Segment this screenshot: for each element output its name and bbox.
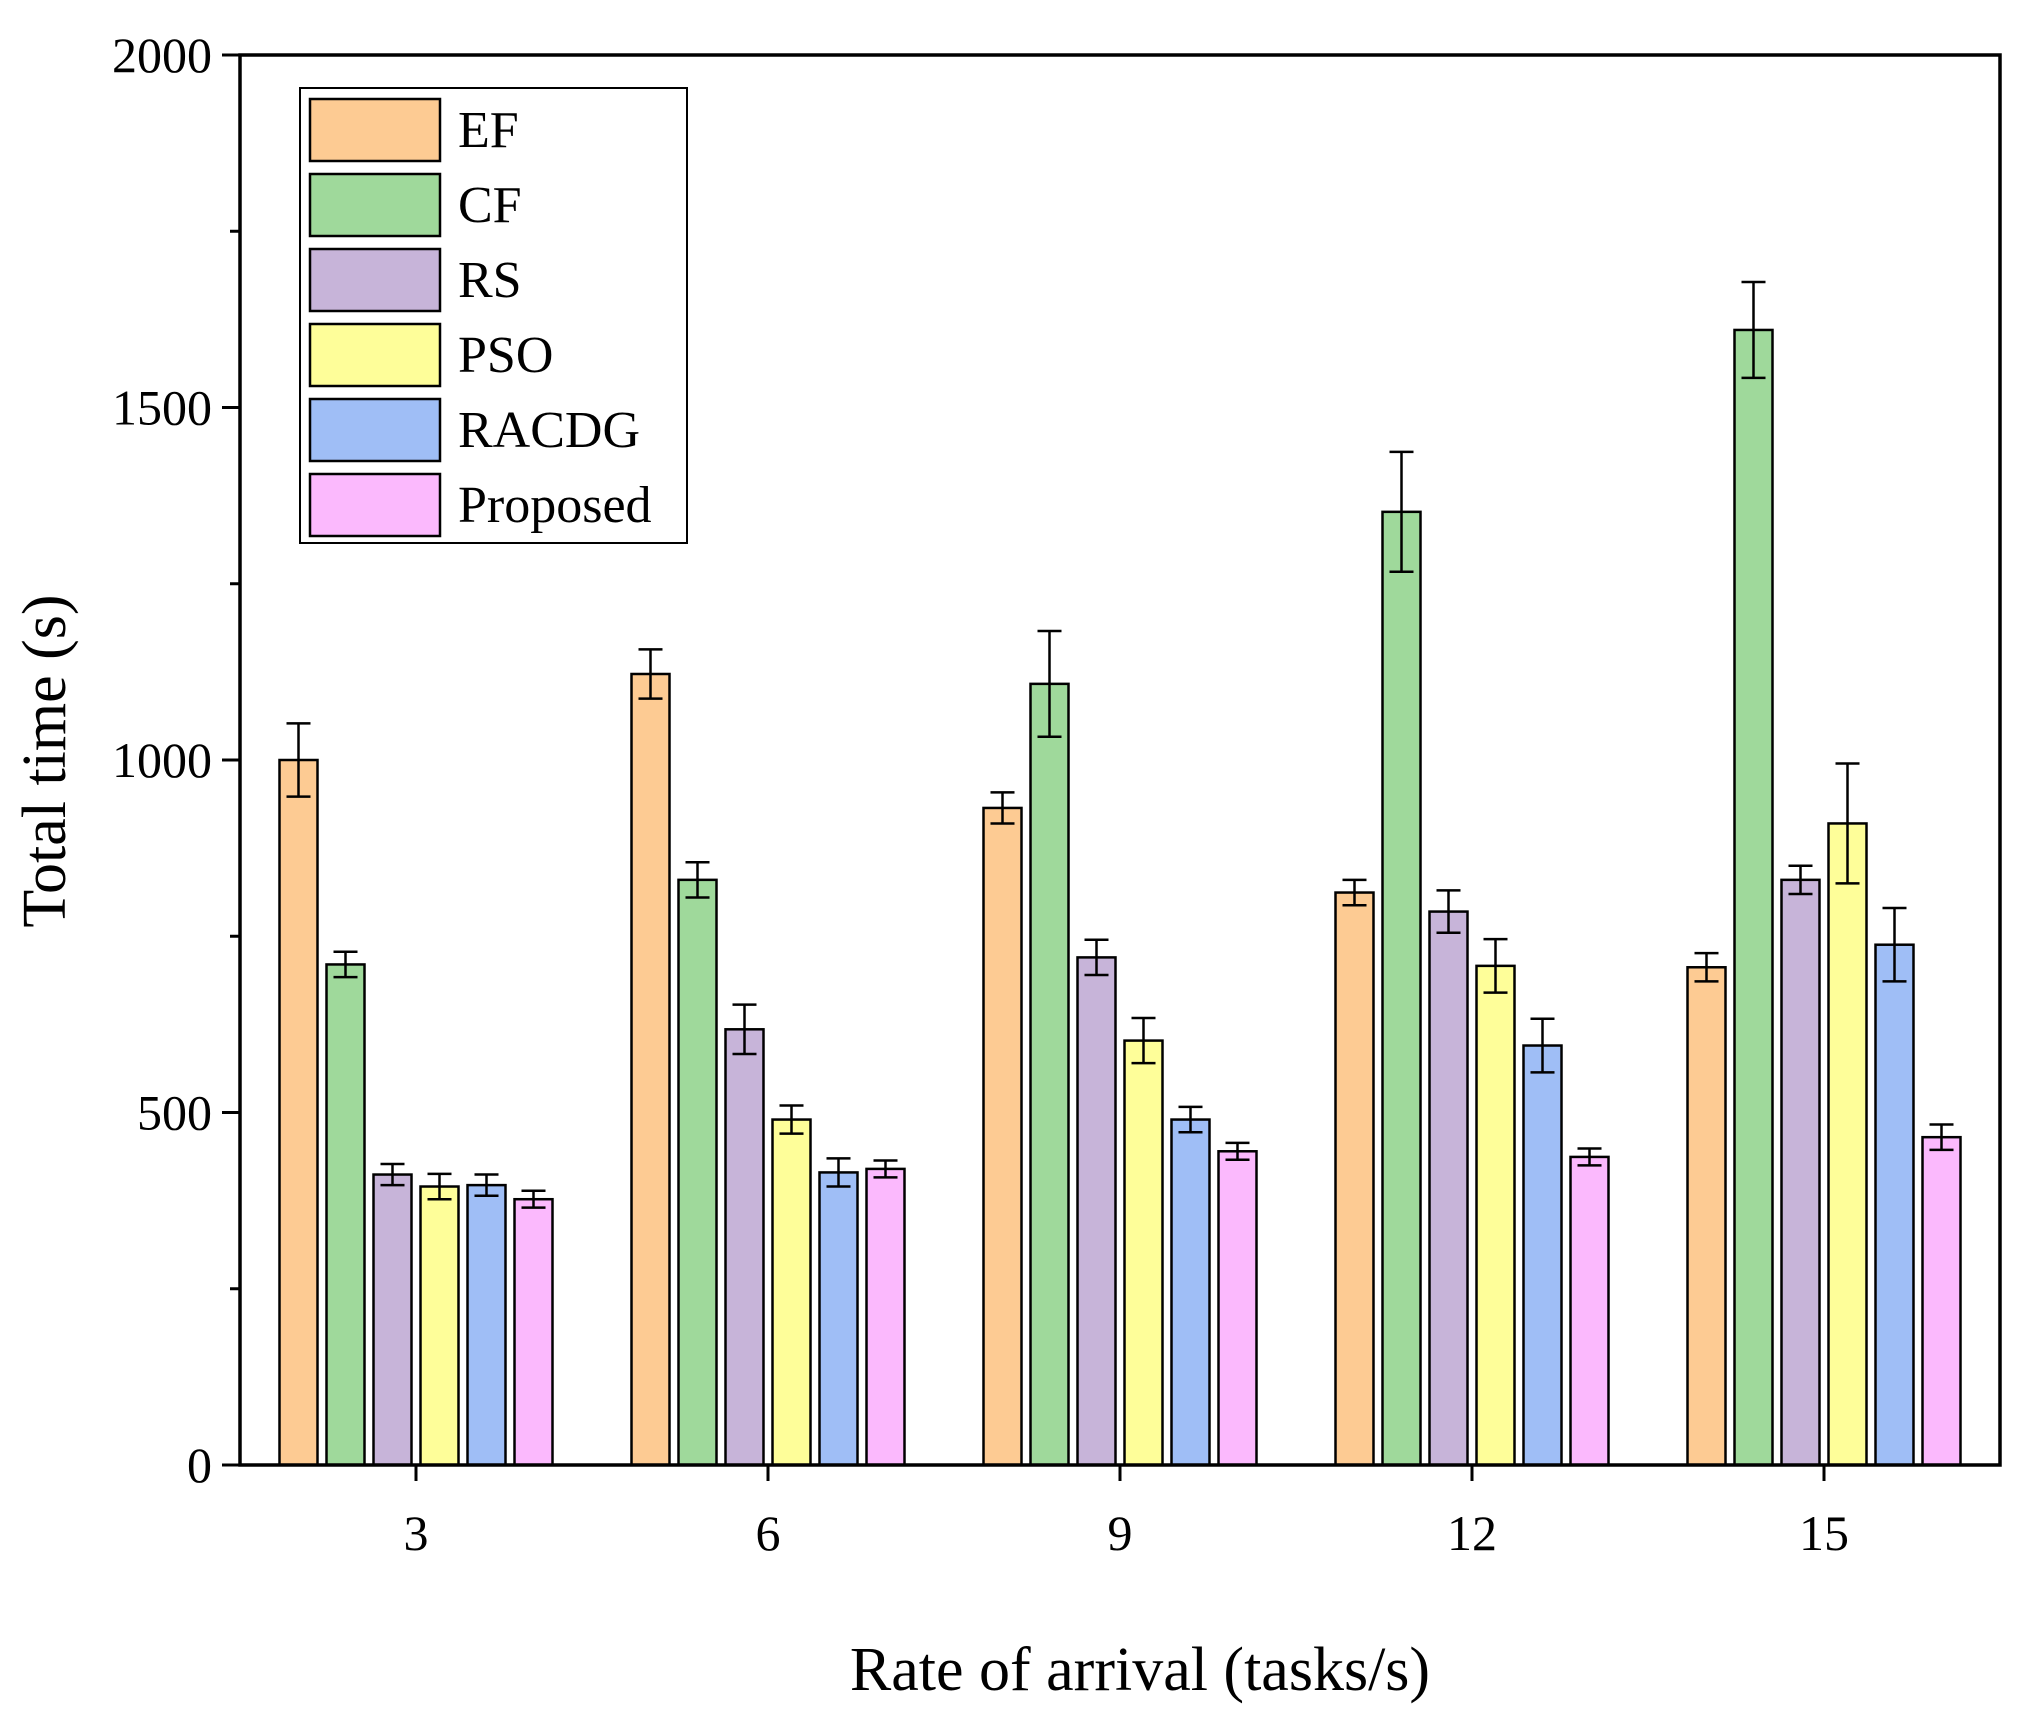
bar-proposed-3 — [513, 1197, 554, 1467]
legend-item-proposed: Proposed — [308, 472, 652, 538]
error-bar-proposed-15 — [1929, 1123, 1954, 1152]
bar-pso-9 — [1123, 1039, 1164, 1467]
error-bar-pso-15 — [1835, 762, 1860, 885]
legend-swatch — [308, 397, 442, 463]
bar-racdg-3 — [466, 1183, 507, 1467]
bar-cf-12 — [1381, 510, 1422, 1467]
bar-ef-12 — [1334, 891, 1375, 1467]
error-bar-racdg-15 — [1882, 906, 1907, 983]
legend-item-racdg: RACDG — [308, 397, 640, 463]
bar-pso-6 — [771, 1118, 812, 1467]
legend-swatch — [308, 247, 442, 313]
bar-cf-9 — [1029, 682, 1070, 1467]
bar-racdg-12 — [1522, 1044, 1563, 1467]
bar-proposed-6 — [865, 1167, 906, 1467]
x-tick-label: 6 — [756, 1505, 781, 1561]
x-axis-title: Rate of arrival (tasks/s) — [850, 1636, 1430, 1704]
legend-label: RACDG — [458, 402, 640, 459]
legend-swatch — [308, 322, 442, 388]
error-bar-rs-3 — [380, 1162, 405, 1187]
legend-item-ef: EF — [308, 97, 519, 163]
y-tick-label: 0 — [187, 1437, 212, 1493]
bar-pso-15 — [1827, 822, 1868, 1467]
bar-ef-6 — [630, 672, 671, 1467]
ticks-layer: 3 6 9 12 15 0 500 1000 1500 2000 — [112, 27, 1849, 1561]
error-bar-proposed-12 — [1577, 1147, 1602, 1167]
error-bar-rs-9 — [1084, 938, 1109, 977]
error-bar-cf-15 — [1741, 280, 1766, 380]
bar-rs-6 — [724, 1028, 765, 1467]
error-bar-rs-15 — [1788, 864, 1813, 896]
error-bar-racdg-9 — [1178, 1105, 1203, 1134]
error-bar-ef-12 — [1342, 878, 1367, 907]
bar-cf-15 — [1733, 328, 1774, 1467]
bar-proposed-9 — [1217, 1150, 1258, 1467]
error-bar-cf-6 — [685, 860, 710, 899]
y-tick-label: 2000 — [112, 27, 212, 83]
legend-swatch — [308, 172, 442, 238]
bar-racdg-6 — [818, 1171, 859, 1467]
error-bar-ef-6 — [638, 648, 663, 700]
legend-label: Proposed — [458, 477, 652, 534]
bar-rs-9 — [1076, 956, 1117, 1467]
bar-rs-15 — [1780, 878, 1821, 1467]
legend-label: PSO — [458, 327, 553, 384]
error-bar-proposed-9 — [1225, 1141, 1250, 1161]
x-tick-label: 12 — [1447, 1505, 1497, 1561]
x-tick-label: 3 — [404, 1505, 429, 1561]
x-tick-label: 9 — [1108, 1505, 1133, 1561]
bar-rs-12 — [1428, 910, 1469, 1467]
error-bar-ef-15 — [1694, 951, 1719, 983]
legend-label: CF — [458, 177, 522, 234]
legend-label: RS — [458, 252, 522, 309]
legend-label: EF — [458, 102, 519, 159]
legend-swatch — [308, 472, 442, 538]
bar-ef-9 — [982, 806, 1023, 1467]
bar-proposed-15 — [1921, 1135, 1962, 1467]
error-bar-racdg-6 — [826, 1157, 851, 1188]
error-bar-racdg-12 — [1530, 1017, 1555, 1074]
legend-item-rs: RS — [308, 247, 522, 313]
bar-ef-3 — [278, 758, 319, 1467]
bar-proposed-12 — [1569, 1155, 1610, 1467]
bar-racdg-15 — [1874, 943, 1915, 1467]
y-tick-label: 1500 — [112, 380, 212, 436]
bar-ef-15 — [1686, 966, 1727, 1467]
legend: EF CF RS PSO RACDG Proposed — [299, 87, 688, 544]
legend-item-pso: PSO — [308, 322, 553, 388]
y-axis-title: Total time (s) — [11, 594, 79, 927]
error-bar-cf-9 — [1037, 629, 1062, 738]
legend-frame — [299, 87, 688, 544]
bar-cf-3 — [325, 963, 366, 1467]
error-bar-racdg-3 — [474, 1173, 499, 1197]
error-bar-cf-3 — [333, 950, 358, 979]
bar-pso-3 — [419, 1185, 460, 1467]
error-bar-rs-12 — [1436, 889, 1461, 934]
y-tick-label: 1000 — [112, 732, 212, 788]
legend-item-cf: CF — [308, 172, 522, 238]
bar-pso-12 — [1475, 964, 1516, 1467]
error-bar-pso-9 — [1131, 1016, 1156, 1065]
x-tick-label: 15 — [1799, 1505, 1849, 1561]
bar-cf-6 — [677, 878, 718, 1467]
error-bar-pso-6 — [779, 1104, 804, 1135]
error-bar-pso-12 — [1483, 937, 1508, 994]
y-tick-label: 500 — [137, 1085, 212, 1141]
error-bar-rs-6 — [732, 1003, 757, 1056]
error-bar-proposed-3 — [521, 1189, 546, 1209]
bar-racdg-9 — [1170, 1118, 1211, 1467]
error-bar-ef-9 — [990, 791, 1015, 825]
error-bar-cf-12 — [1389, 450, 1414, 574]
bars-layer — [278, 328, 1962, 1467]
error-bar-ef-3 — [286, 722, 311, 798]
error-bar-proposed-6 — [873, 1159, 898, 1179]
bar-rs-3 — [372, 1173, 413, 1467]
legend-swatch — [308, 97, 442, 163]
error-bar-pso-3 — [427, 1172, 452, 1201]
error-bars-layer — [286, 280, 1954, 1209]
